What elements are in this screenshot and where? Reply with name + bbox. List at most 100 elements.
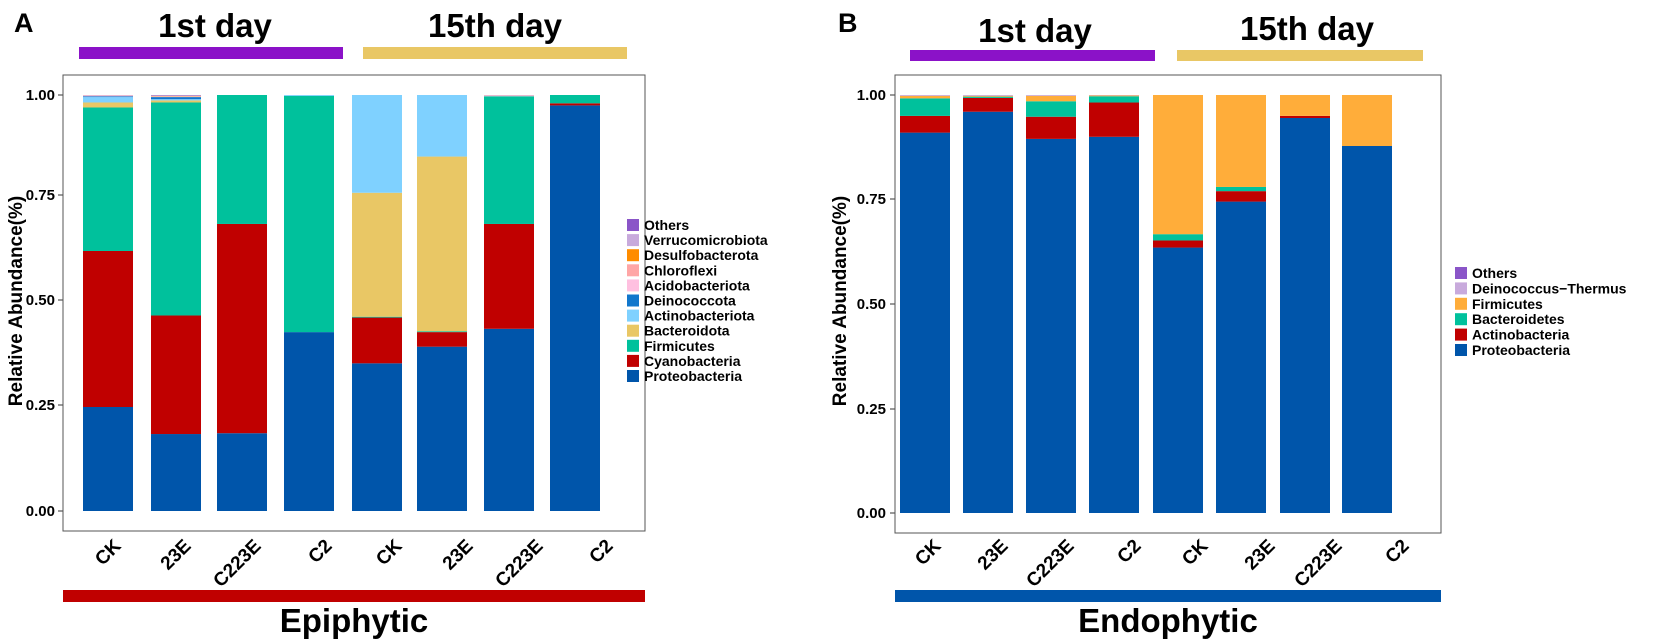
bar-segment-cyanobacteria [417, 332, 467, 347]
bar-segment-bacteroidetes [1089, 96, 1139, 103]
x-tick-label: C223E [1291, 536, 1347, 592]
y-tick-label: 0.00 [857, 505, 886, 522]
bar-segment-firmicutes [217, 95, 267, 224]
bar-segment-firmicutes [1216, 95, 1266, 187]
bar-segment-firmicutes [484, 96, 534, 224]
y-tick-label: 1.00 [26, 87, 55, 104]
bar-segment-proteobacteria [1026, 138, 1076, 513]
day-bar-first [910, 50, 1155, 61]
bar-segment-proteobacteria [1280, 117, 1330, 514]
bar-segment-deinococcota [83, 96, 133, 98]
bar-segment-firmicutes [1342, 95, 1392, 146]
legend-swatch-proteobacteria [627, 370, 639, 382]
bar-segment-proteobacteria [417, 346, 467, 511]
panel-label: B [838, 8, 858, 38]
legend-label: Deinococcus−Thermus [1472, 280, 1627, 296]
y-tick-label: 0.50 [857, 296, 886, 313]
x-tick-label: 23E [1241, 536, 1280, 575]
y-tick-label: 0.75 [857, 191, 886, 208]
x-tick-label: CK [911, 535, 945, 569]
x-tick-label: C2 [586, 536, 618, 568]
bar-segment-deinococcus-thermus [963, 95, 1013, 96]
day-label-first: 1st day [158, 7, 272, 44]
y-tick-label: 0.25 [26, 397, 55, 414]
x-tick-label: C223E [1023, 536, 1079, 592]
bar-segment-deinococcus-thermus [900, 95, 950, 96]
bar-segment-proteobacteria [550, 105, 600, 512]
legend-label: Bacteroidota [644, 323, 730, 339]
legend-label: Deinococcota [644, 293, 736, 309]
bar-segment-cyanobacteria [352, 317, 402, 364]
legend-label: Proteobacteria [644, 368, 742, 384]
legend-label: Chloroflexi [644, 262, 717, 278]
bar-segment-actinobacteria [1153, 240, 1203, 248]
day-label-second: 15th day [428, 7, 563, 44]
bar-segment-actinobacteriota [417, 95, 467, 157]
bar-segment-deinococcota [151, 97, 201, 100]
y-ticks [58, 94, 63, 512]
legend-swatch-firmicutes [627, 339, 639, 352]
legend-swatch-deinococcota [627, 294, 639, 307]
legend-swatch-bacteroidetes [1455, 313, 1467, 326]
y-tick-label: 0.50 [26, 292, 55, 309]
bar-segment-bacteroidota [83, 102, 133, 108]
bar-segment-proteobacteria [1342, 146, 1392, 513]
day-bar-second [363, 47, 627, 59]
bar-segment-bacteroidetes [1216, 186, 1266, 192]
x-tick-labels: CK 23E C223E C2 CK 23E C223E C2 [91, 535, 617, 591]
x-tick-label: CK [372, 535, 406, 569]
x-tick-label: C223E [210, 536, 266, 592]
day-bar-second [1177, 50, 1423, 61]
footer-label: Epiphytic [280, 602, 429, 639]
bar-segment-actinobacteria [1216, 191, 1266, 202]
legend-swatch-actinobacteria [1455, 328, 1467, 341]
legend-swatch-deinococcus-thermus [1455, 282, 1467, 295]
y-axis-label: Relative Abundance(%) [6, 196, 27, 406]
y-tick-label: 1.00 [857, 87, 886, 104]
stacked-bars [900, 95, 1392, 514]
bar-segment-bacteroidetes [1026, 101, 1076, 117]
legend-label: Cyanobacteria [644, 353, 741, 369]
plot-frame [62, 74, 646, 532]
panel-label: A [14, 8, 34, 38]
x-tick-label: 23E [439, 536, 478, 575]
day-label-second: 15th day [1240, 10, 1375, 47]
legend-swatch-others [1455, 267, 1467, 279]
legend-swatch-actinobacteriota [627, 309, 639, 322]
x-tick-label: 23E [157, 536, 196, 575]
x-tick-label: CK [91, 535, 125, 569]
bar-segment-actinobacteria [963, 97, 1013, 112]
legend-label: Proteobacteria [1472, 342, 1570, 358]
plot-frame [894, 74, 1442, 534]
legend-swatch-proteobacteria [1455, 344, 1467, 356]
y-tick-labels: 0.00 0.25 0.50 0.75 1.00 [857, 87, 886, 522]
legend-label: Actinobacteriota [644, 308, 755, 324]
y-tick-label: 0.25 [857, 401, 886, 418]
legend: OthersDeinococcus−ThermusFirmicutesBacte… [1455, 265, 1627, 358]
bar-segment-bacteroidota [151, 100, 201, 103]
footer-bar [63, 590, 645, 602]
y-tick-labels: 0.00 0.25 0.50 0.75 1.00 [26, 87, 55, 520]
bar-segment-bacteroidetes [963, 96, 1013, 98]
x-tick-label: C223E [492, 536, 548, 592]
legend-swatch-bacteroidota [627, 324, 639, 337]
panel-epiphytic: A 1st day 15th day Relative Abundance(%)… [6, 7, 768, 639]
x-tick-label: C2 [305, 536, 337, 568]
y-ticks [890, 94, 895, 514]
legend-swatch-verrucomicrobiota [627, 234, 639, 247]
bar-segment-actinobacteria [1280, 115, 1330, 118]
x-tick-label: C2 [1114, 536, 1146, 568]
x-tick-labels: CK 23E C223E C2 CK 23E C223E C2 [911, 535, 1413, 591]
bar-segment-proteobacteria [484, 328, 534, 511]
bar-segment-bacteroidota [352, 192, 402, 317]
bar-segment-firmicutes [83, 107, 133, 251]
legend-label: Others [644, 217, 689, 233]
legend-label: Others [1472, 265, 1517, 281]
legend-swatch-others [627, 219, 639, 231]
bar-segment-actinobacteriota [284, 95, 334, 96]
x-tick-label: C2 [1382, 536, 1414, 568]
bar-segment-proteobacteria [1153, 247, 1203, 513]
y-axis-label: Relative Abundance(%) [830, 196, 851, 406]
bar-segment-bacteroidetes [900, 98, 950, 116]
